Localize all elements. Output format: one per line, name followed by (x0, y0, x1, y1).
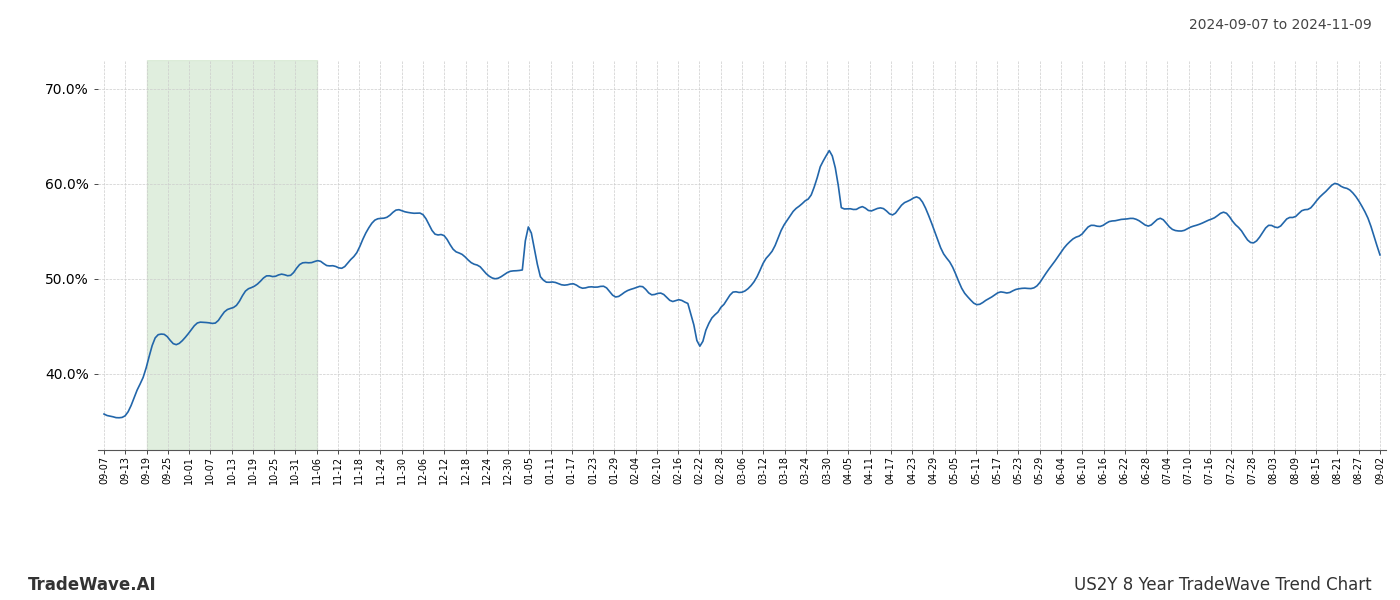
Text: TradeWave.AI: TradeWave.AI (28, 576, 157, 594)
Text: US2Y 8 Year TradeWave Trend Chart: US2Y 8 Year TradeWave Trend Chart (1074, 576, 1372, 594)
Text: 2024-09-07 to 2024-11-09: 2024-09-07 to 2024-11-09 (1189, 18, 1372, 32)
Bar (147, 60, 316, 450)
